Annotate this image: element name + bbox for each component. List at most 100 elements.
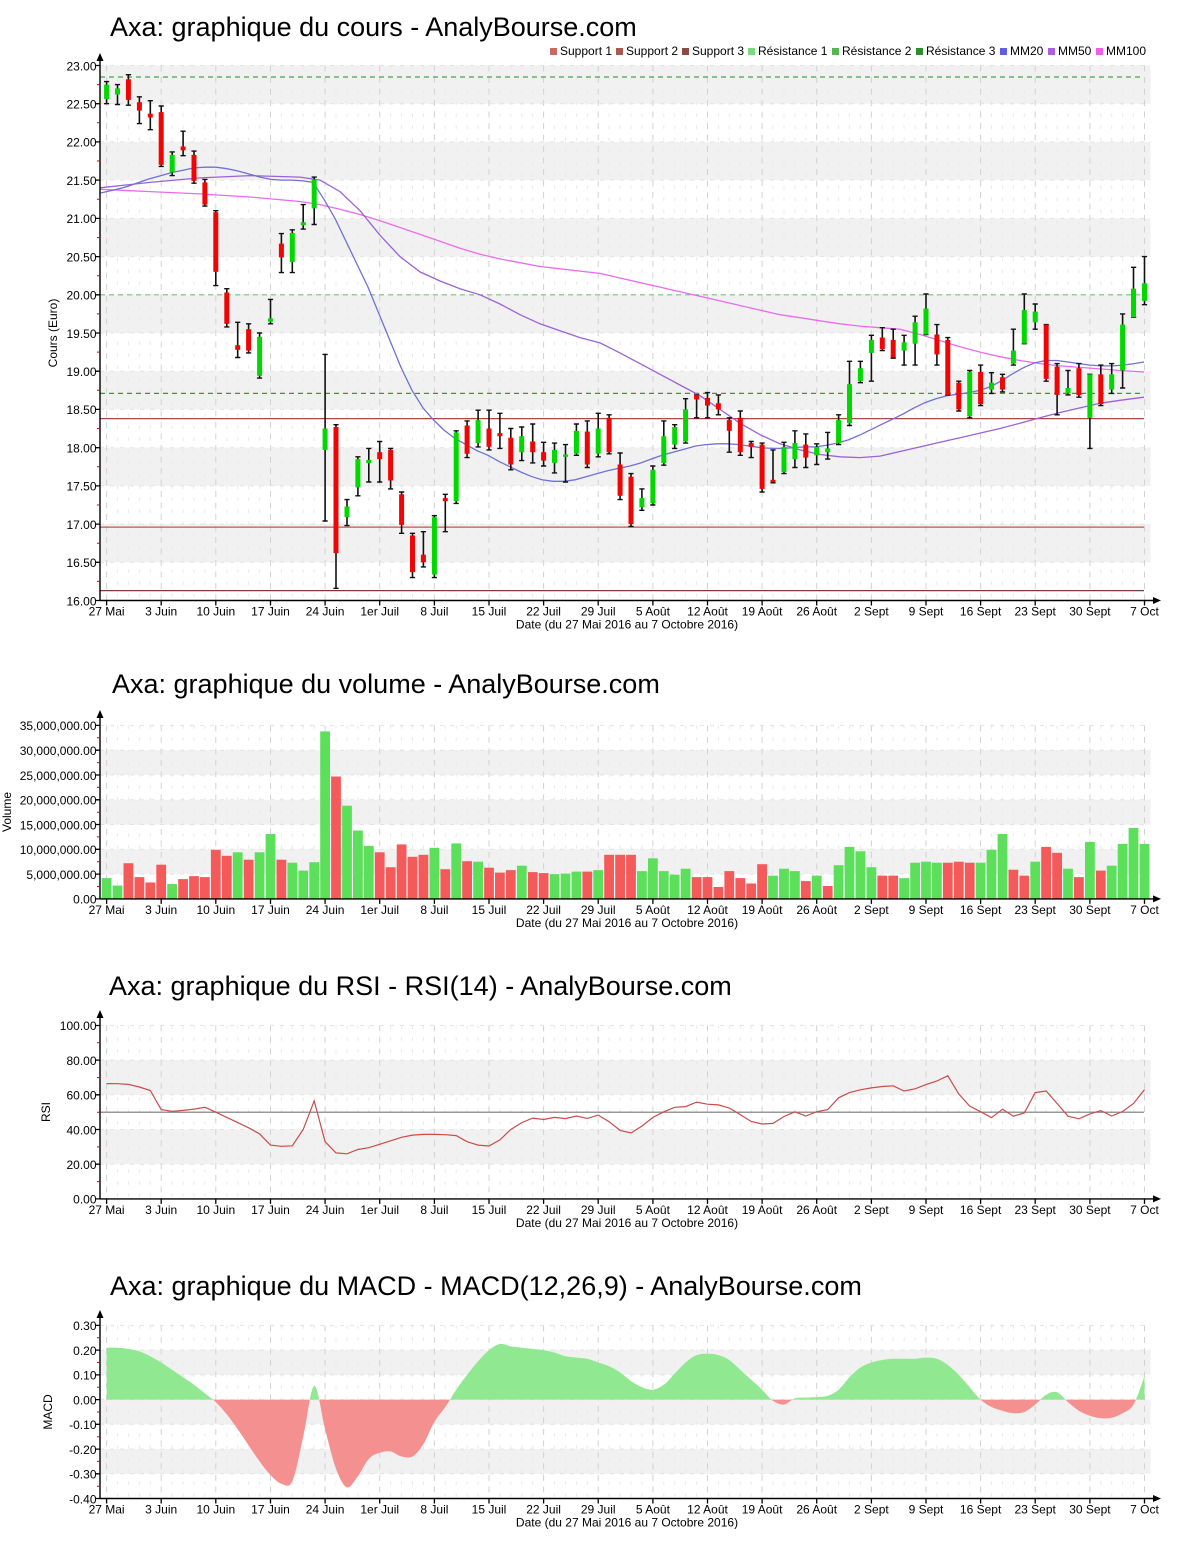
svg-text:9 Sept: 9 Sept [909,903,944,917]
svg-text:60.00: 60.00 [66,1089,96,1103]
svg-text:30 Sept: 30 Sept [1069,1203,1111,1217]
svg-text:10,000,000.00: 10,000,000.00 [20,843,97,857]
svg-text:25,000,000.00: 25,000,000.00 [20,769,97,783]
svg-text:15 Juil: 15 Juil [472,605,507,619]
svg-text:30,000,000.00: 30,000,000.00 [20,744,97,758]
svg-text:22 Juil: 22 Juil [526,1503,561,1517]
svg-text:5 Août: 5 Août [636,903,671,917]
svg-text:0.00: 0.00 [73,1193,97,1207]
svg-text:20.00: 20.00 [66,289,96,303]
svg-text:Axa: graphique du volume - Ana: Axa: graphique du volume - AnalyBourse.c… [112,669,660,699]
svg-text:2 Sept: 2 Sept [854,605,889,619]
svg-text:10 Juin: 10 Juin [196,1203,235,1217]
svg-text:16 Sept: 16 Sept [960,1503,1002,1517]
svg-text:19 Août: 19 Août [742,1503,783,1517]
svg-text:12 Août: 12 Août [687,1503,728,1517]
svg-text:12 Août: 12 Août [687,605,728,619]
svg-text:21.50: 21.50 [66,174,96,188]
svg-text:3 Juin: 3 Juin [145,1203,177,1217]
svg-text:Support 1: Support 1 [560,44,612,58]
svg-text:22 Juil: 22 Juil [526,903,561,917]
svg-text:27 Mai: 27 Mai [89,903,125,917]
svg-text:19.00: 19.00 [66,365,96,379]
svg-text:17 Juin: 17 Juin [251,1203,290,1217]
svg-text:22 Juil: 22 Juil [526,1203,561,1217]
svg-text:26 Août: 26 Août [796,1503,837,1517]
svg-text:22 Juil: 22 Juil [526,605,561,619]
svg-text:18.50: 18.50 [66,403,96,417]
svg-text:3 Juin: 3 Juin [145,903,177,917]
svg-text:21.00: 21.00 [66,212,96,226]
svg-text:22.50: 22.50 [66,98,96,112]
svg-text:30 Sept: 30 Sept [1069,1503,1111,1517]
svg-text:27 Mai: 27 Mai [89,605,125,619]
svg-text:12 Août: 12 Août [687,1203,728,1217]
svg-text:2 Sept: 2 Sept [854,903,889,917]
svg-text:0.00: 0.00 [73,893,97,907]
svg-text:16 Sept: 16 Sept [960,1203,1002,1217]
svg-text:16 Sept: 16 Sept [960,605,1002,619]
svg-text:7 Oct: 7 Oct [1130,903,1159,917]
svg-text:-0.40: -0.40 [69,1492,97,1506]
svg-text:Résistance 3: Résistance 3 [926,44,996,58]
svg-text:MACD: MACD [41,1394,55,1430]
svg-text:19 Août: 19 Août [742,1203,783,1217]
svg-text:19 Août: 19 Août [742,903,783,917]
svg-text:24 Juin: 24 Juin [306,903,345,917]
svg-text:Cours (Euro): Cours (Euro) [46,299,60,368]
svg-text:1er Juil: 1er Juil [360,605,399,619]
svg-text:15 Juil: 15 Juil [472,1203,507,1217]
svg-text:7 Oct: 7 Oct [1130,1203,1159,1217]
svg-text:9 Sept: 9 Sept [909,605,944,619]
svg-text:Support 3: Support 3 [692,44,744,58]
svg-text:RSI: RSI [39,1102,53,1122]
svg-text:Support 2: Support 2 [626,44,678,58]
svg-text:15 Juil: 15 Juil [472,903,507,917]
svg-text:MM20: MM20 [1010,44,1044,58]
svg-text:23 Sept: 23 Sept [1015,903,1057,917]
svg-text:30 Sept: 30 Sept [1069,903,1111,917]
svg-text:-0.30: -0.30 [69,1468,97,1482]
svg-text:Date (du 27 Mai 2016 au 7 Octo: Date (du 27 Mai 2016 au 7 Octobre 2016) [516,1216,738,1230]
svg-text:0.00: 0.00 [73,1393,97,1407]
svg-text:29 Juil: 29 Juil [581,1203,616,1217]
svg-text:17 Juin: 17 Juin [251,605,290,619]
svg-text:Date (du 27 Mai 2016 au 7 Octo: Date (du 27 Mai 2016 au 7 Octobre 2016) [516,916,738,930]
svg-text:Date (du 27 Mai 2016 au 7 Octo: Date (du 27 Mai 2016 au 7 Octobre 2016) [516,618,738,632]
svg-text:16 Sept: 16 Sept [960,903,1002,917]
svg-text:22.00: 22.00 [66,136,96,150]
svg-text:20.50: 20.50 [66,250,96,264]
svg-text:40.00: 40.00 [66,1123,96,1137]
svg-text:5,000,000.00: 5,000,000.00 [26,868,96,882]
svg-text:20,000,000.00: 20,000,000.00 [20,794,97,808]
svg-text:17.00: 17.00 [66,518,96,532]
svg-text:5 Août: 5 Août [636,1503,671,1517]
svg-text:19 Août: 19 Août [742,605,783,619]
svg-text:2 Sept: 2 Sept [854,1503,889,1517]
svg-text:19.50: 19.50 [66,327,96,341]
svg-text:23 Sept: 23 Sept [1015,1503,1057,1517]
svg-text:Résistance 2: Résistance 2 [842,44,912,58]
svg-text:Axa: graphique du MACD - MACD(: Axa: graphique du MACD - MACD(12,26,9) -… [110,1271,862,1301]
svg-text:Axa: graphique du cours - Anal: Axa: graphique du cours - AnalyBourse.co… [110,12,637,42]
svg-text:8 Juil: 8 Juil [420,1203,448,1217]
svg-text:30 Sept: 30 Sept [1069,605,1111,619]
svg-text:1er Juil: 1er Juil [360,1203,399,1217]
svg-text:8 Juil: 8 Juil [420,903,448,917]
svg-text:3 Juin: 3 Juin [145,605,177,619]
svg-text:MM100: MM100 [1106,44,1146,58]
svg-text:5 Août: 5 Août [636,605,671,619]
svg-text:2 Sept: 2 Sept [854,1203,889,1217]
svg-text:9 Sept: 9 Sept [909,1503,944,1517]
svg-text:10 Juin: 10 Juin [196,605,235,619]
svg-text:23 Sept: 23 Sept [1015,605,1057,619]
svg-text:Volume: Volume [0,792,14,832]
svg-text:9 Sept: 9 Sept [909,1203,944,1217]
svg-text:27 Mai: 27 Mai [89,1203,125,1217]
svg-text:80.00: 80.00 [66,1054,96,1068]
svg-text:20.00: 20.00 [66,1158,96,1172]
svg-text:100.00: 100.00 [60,1019,97,1033]
svg-text:29 Juil: 29 Juil [581,903,616,917]
svg-text:8 Juil: 8 Juil [420,605,448,619]
svg-text:Date (du 27 Mai 2016 au 7 Octo: Date (du 27 Mai 2016 au 7 Octobre 2016) [516,1516,738,1530]
